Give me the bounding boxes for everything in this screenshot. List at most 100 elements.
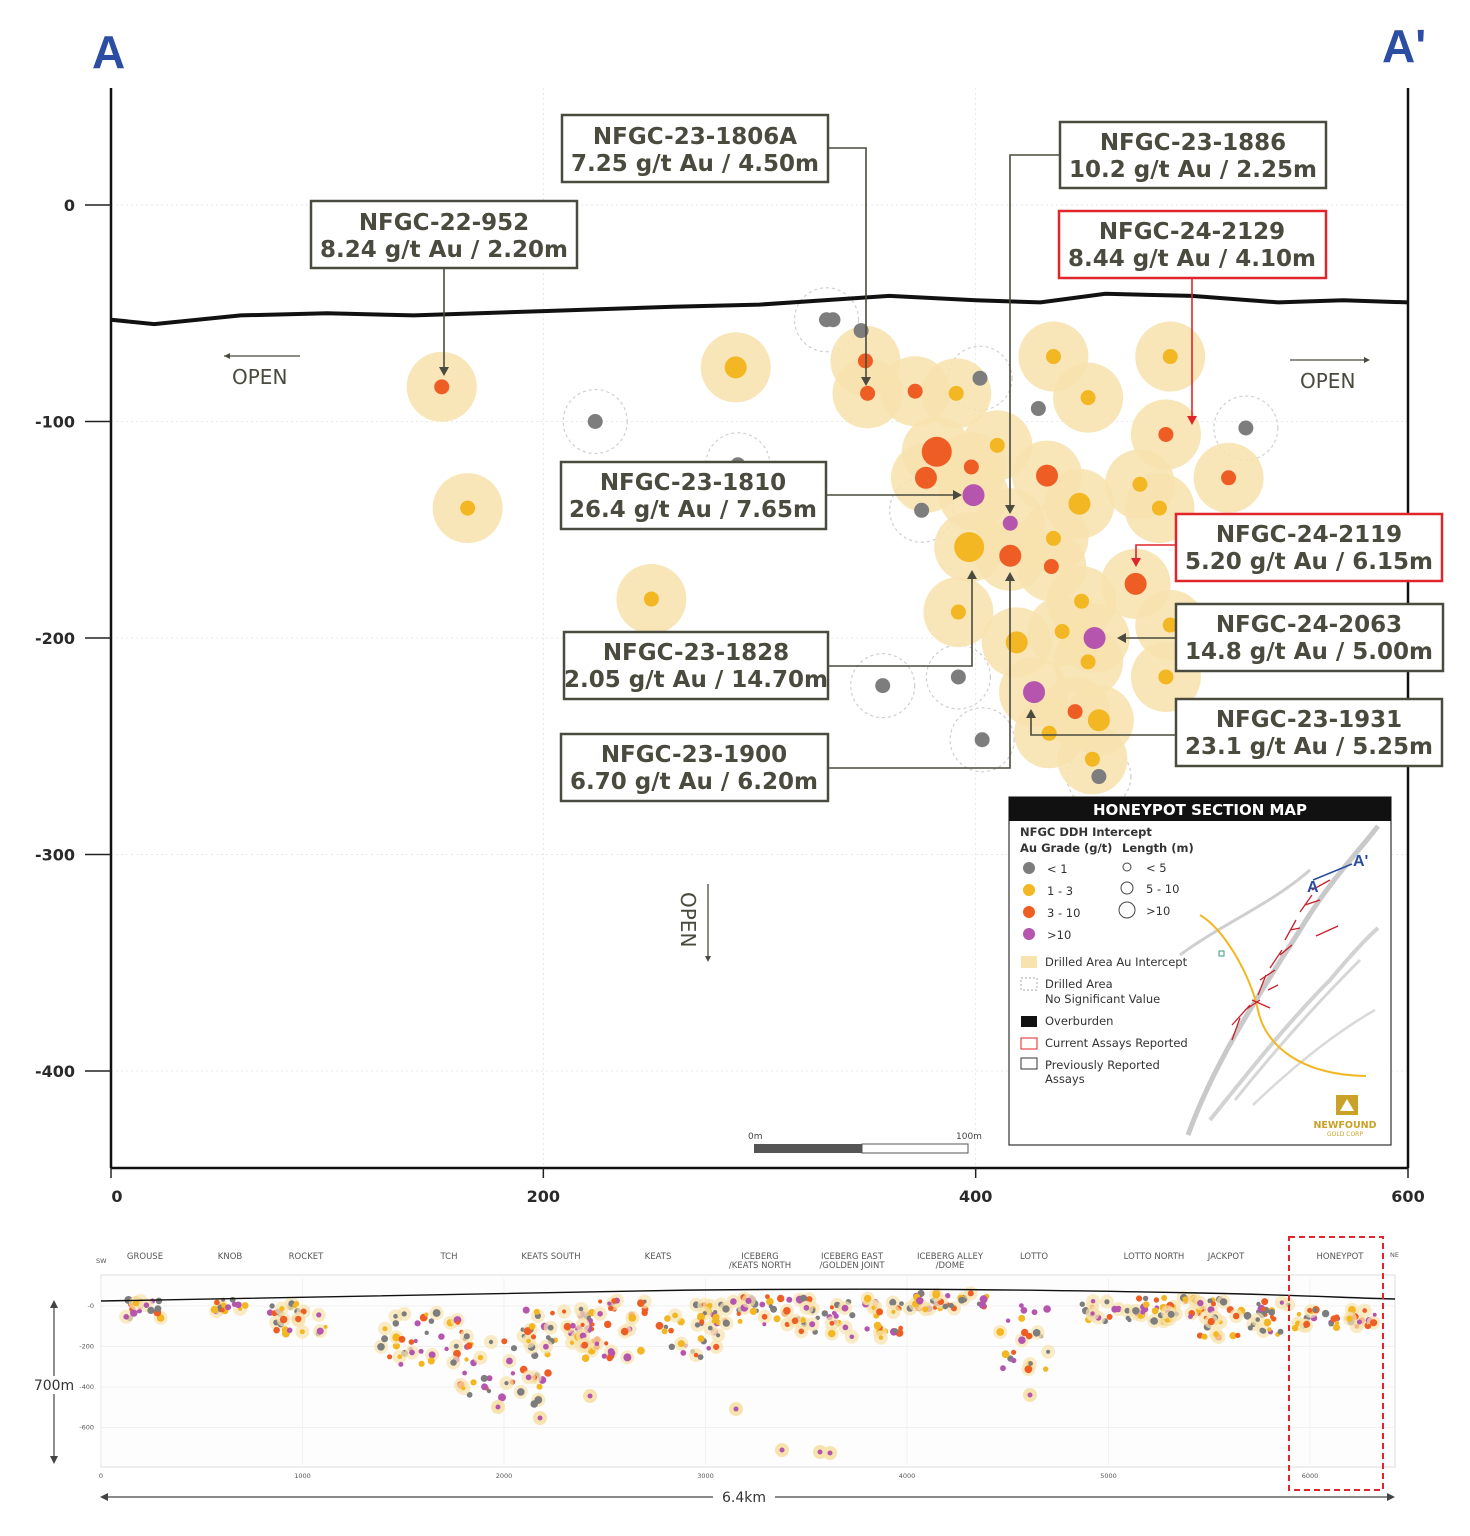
ls-intercept: [273, 1326, 280, 1334]
open-left: OPEN: [224, 353, 300, 389]
no-value-zone: [793, 287, 860, 353]
drilled-area-halos: [406, 321, 1264, 795]
ls-intercept: [1104, 1299, 1110, 1305]
ls-intercept: [1137, 1313, 1144, 1319]
ls-intercept: [762, 1322, 767, 1327]
ls-intercept: [1277, 1328, 1284, 1335]
leader-1828: [828, 576, 973, 667]
intercept-point: [1045, 530, 1061, 546]
callout-2063: NFGC-24-2063 14.8 g/t Au / 5.00m: [1174, 602, 1445, 673]
ls-intercept: [495, 1404, 501, 1410]
ls-intercept: [722, 1319, 730, 1327]
callout-2063-hole: NFGC-24-2063: [1216, 612, 1402, 638]
ls-intercept: [286, 1327, 293, 1334]
zone-label: ICEBERG ALLEY: [917, 1252, 984, 1262]
overburden-line: [110, 291, 1409, 327]
ls-intercept: [155, 1297, 163, 1305]
ls-intercept: [958, 1296, 966, 1304]
legend-grade-3-10-swatch: [1023, 906, 1035, 918]
legend-grade-3-10: 3 - 10: [1047, 906, 1080, 920]
callout-2119-result: 5.20 g/t Au / 6.15m: [1185, 549, 1433, 575]
legend-intercept-swatch: [1021, 956, 1037, 968]
logo-subtext: GOLD CORP: [1327, 1131, 1363, 1138]
ls-x-tick: 0: [99, 1472, 103, 1480]
zone-label: LOTTO: [1020, 1252, 1048, 1262]
ls-intercept: [464, 1357, 469, 1362]
ls-intercept: [1201, 1333, 1208, 1340]
section-location-map: A A' NEWFOUND GOLD CORP: [1179, 824, 1380, 1138]
intercept-point: [962, 484, 985, 507]
legend-length-5-10-swatch: [1120, 881, 1134, 895]
ls-intercept: [713, 1310, 718, 1315]
intercept-point: [989, 437, 1005, 453]
ls-intercept: [1232, 1312, 1240, 1320]
intercept-point: [950, 604, 966, 620]
ls-intercept: [506, 1357, 513, 1365]
ls-intercept: [1167, 1310, 1175, 1318]
intercept-point: [1221, 470, 1237, 486]
ls-intercept: [1255, 1317, 1260, 1322]
ls-intercept: [1267, 1327, 1272, 1332]
ls-intercept: [942, 1303, 949, 1310]
ls-intercept: [214, 1299, 220, 1306]
callouts: NFGC-22-952 8.24 g/t Au / 2.20m NFGC-23-…: [309, 113, 1445, 803]
ls-intercept: [967, 1290, 974, 1297]
ls-intercept: [766, 1297, 774, 1306]
intercept-point: [1162, 617, 1178, 633]
ls-intercept: [1028, 1361, 1033, 1366]
ls-intercept: [444, 1346, 449, 1352]
ls-intercept: [414, 1320, 421, 1327]
ls-intercept: [123, 1314, 129, 1320]
ls-intercept: [1312, 1307, 1318, 1313]
ls-intercept: [1090, 1311, 1095, 1316]
ls-intercept: [387, 1354, 393, 1360]
ls-intercept: [737, 1318, 743, 1324]
ls-intercept: [130, 1309, 138, 1317]
ls-intercept: [996, 1328, 1005, 1336]
leader-1900: [828, 578, 1011, 769]
ls-intercept: [587, 1393, 593, 1399]
ls-intercept: [1142, 1295, 1149, 1302]
ls-intercept: [783, 1307, 791, 1315]
zone-label: KEATS SOUTH: [521, 1252, 580, 1262]
section-start-label: A: [92, 26, 125, 78]
ls-intercept: [722, 1305, 730, 1313]
ls-intercept: [143, 1302, 150, 1308]
ls-intercept: [427, 1357, 435, 1365]
ls-intercept: [1303, 1320, 1311, 1328]
leader-lines: [439, 147, 1197, 769]
intercept-point: [1023, 681, 1046, 704]
ls-intercept: [898, 1325, 904, 1331]
ls-intercept: [424, 1330, 429, 1336]
ls-intercept: [697, 1354, 704, 1360]
ls-intercept: [221, 1302, 227, 1309]
ls-intercept: [842, 1324, 849, 1331]
intercept-point: [1080, 654, 1096, 670]
ls-intercept: [1279, 1300, 1284, 1305]
legend-grade-gt10: >10: [1047, 928, 1071, 942]
ls-intercept: [1032, 1329, 1041, 1337]
scale-end: 100m: [956, 1132, 982, 1142]
zone-label: KEATS: [645, 1252, 672, 1262]
ls-intercept: [523, 1327, 532, 1336]
legend-title-bar: [1009, 797, 1391, 821]
intercept-point: [724, 356, 747, 379]
legend-current-swatch: [1020, 1037, 1038, 1050]
ls-intercept: [849, 1334, 855, 1340]
ls-intercept: [661, 1328, 668, 1335]
ls-intercept: [1207, 1318, 1215, 1326]
ls-intercept: [668, 1327, 674, 1334]
no-value-zone: [562, 388, 628, 455]
ls-intercept: [608, 1305, 614, 1312]
intercept-point: [963, 459, 979, 475]
ls-intercept: [401, 1311, 407, 1317]
ls-intercept: [432, 1309, 441, 1317]
legend-length-gt10: >10: [1146, 904, 1170, 918]
intercept-point: [1054, 624, 1070, 640]
ls-intercept: [522, 1306, 530, 1314]
ls-intercept: [655, 1321, 664, 1330]
long-section-sw: SW: [96, 1257, 107, 1265]
ls-intercept: [428, 1318, 435, 1324]
ls-intercept: [677, 1340, 685, 1348]
